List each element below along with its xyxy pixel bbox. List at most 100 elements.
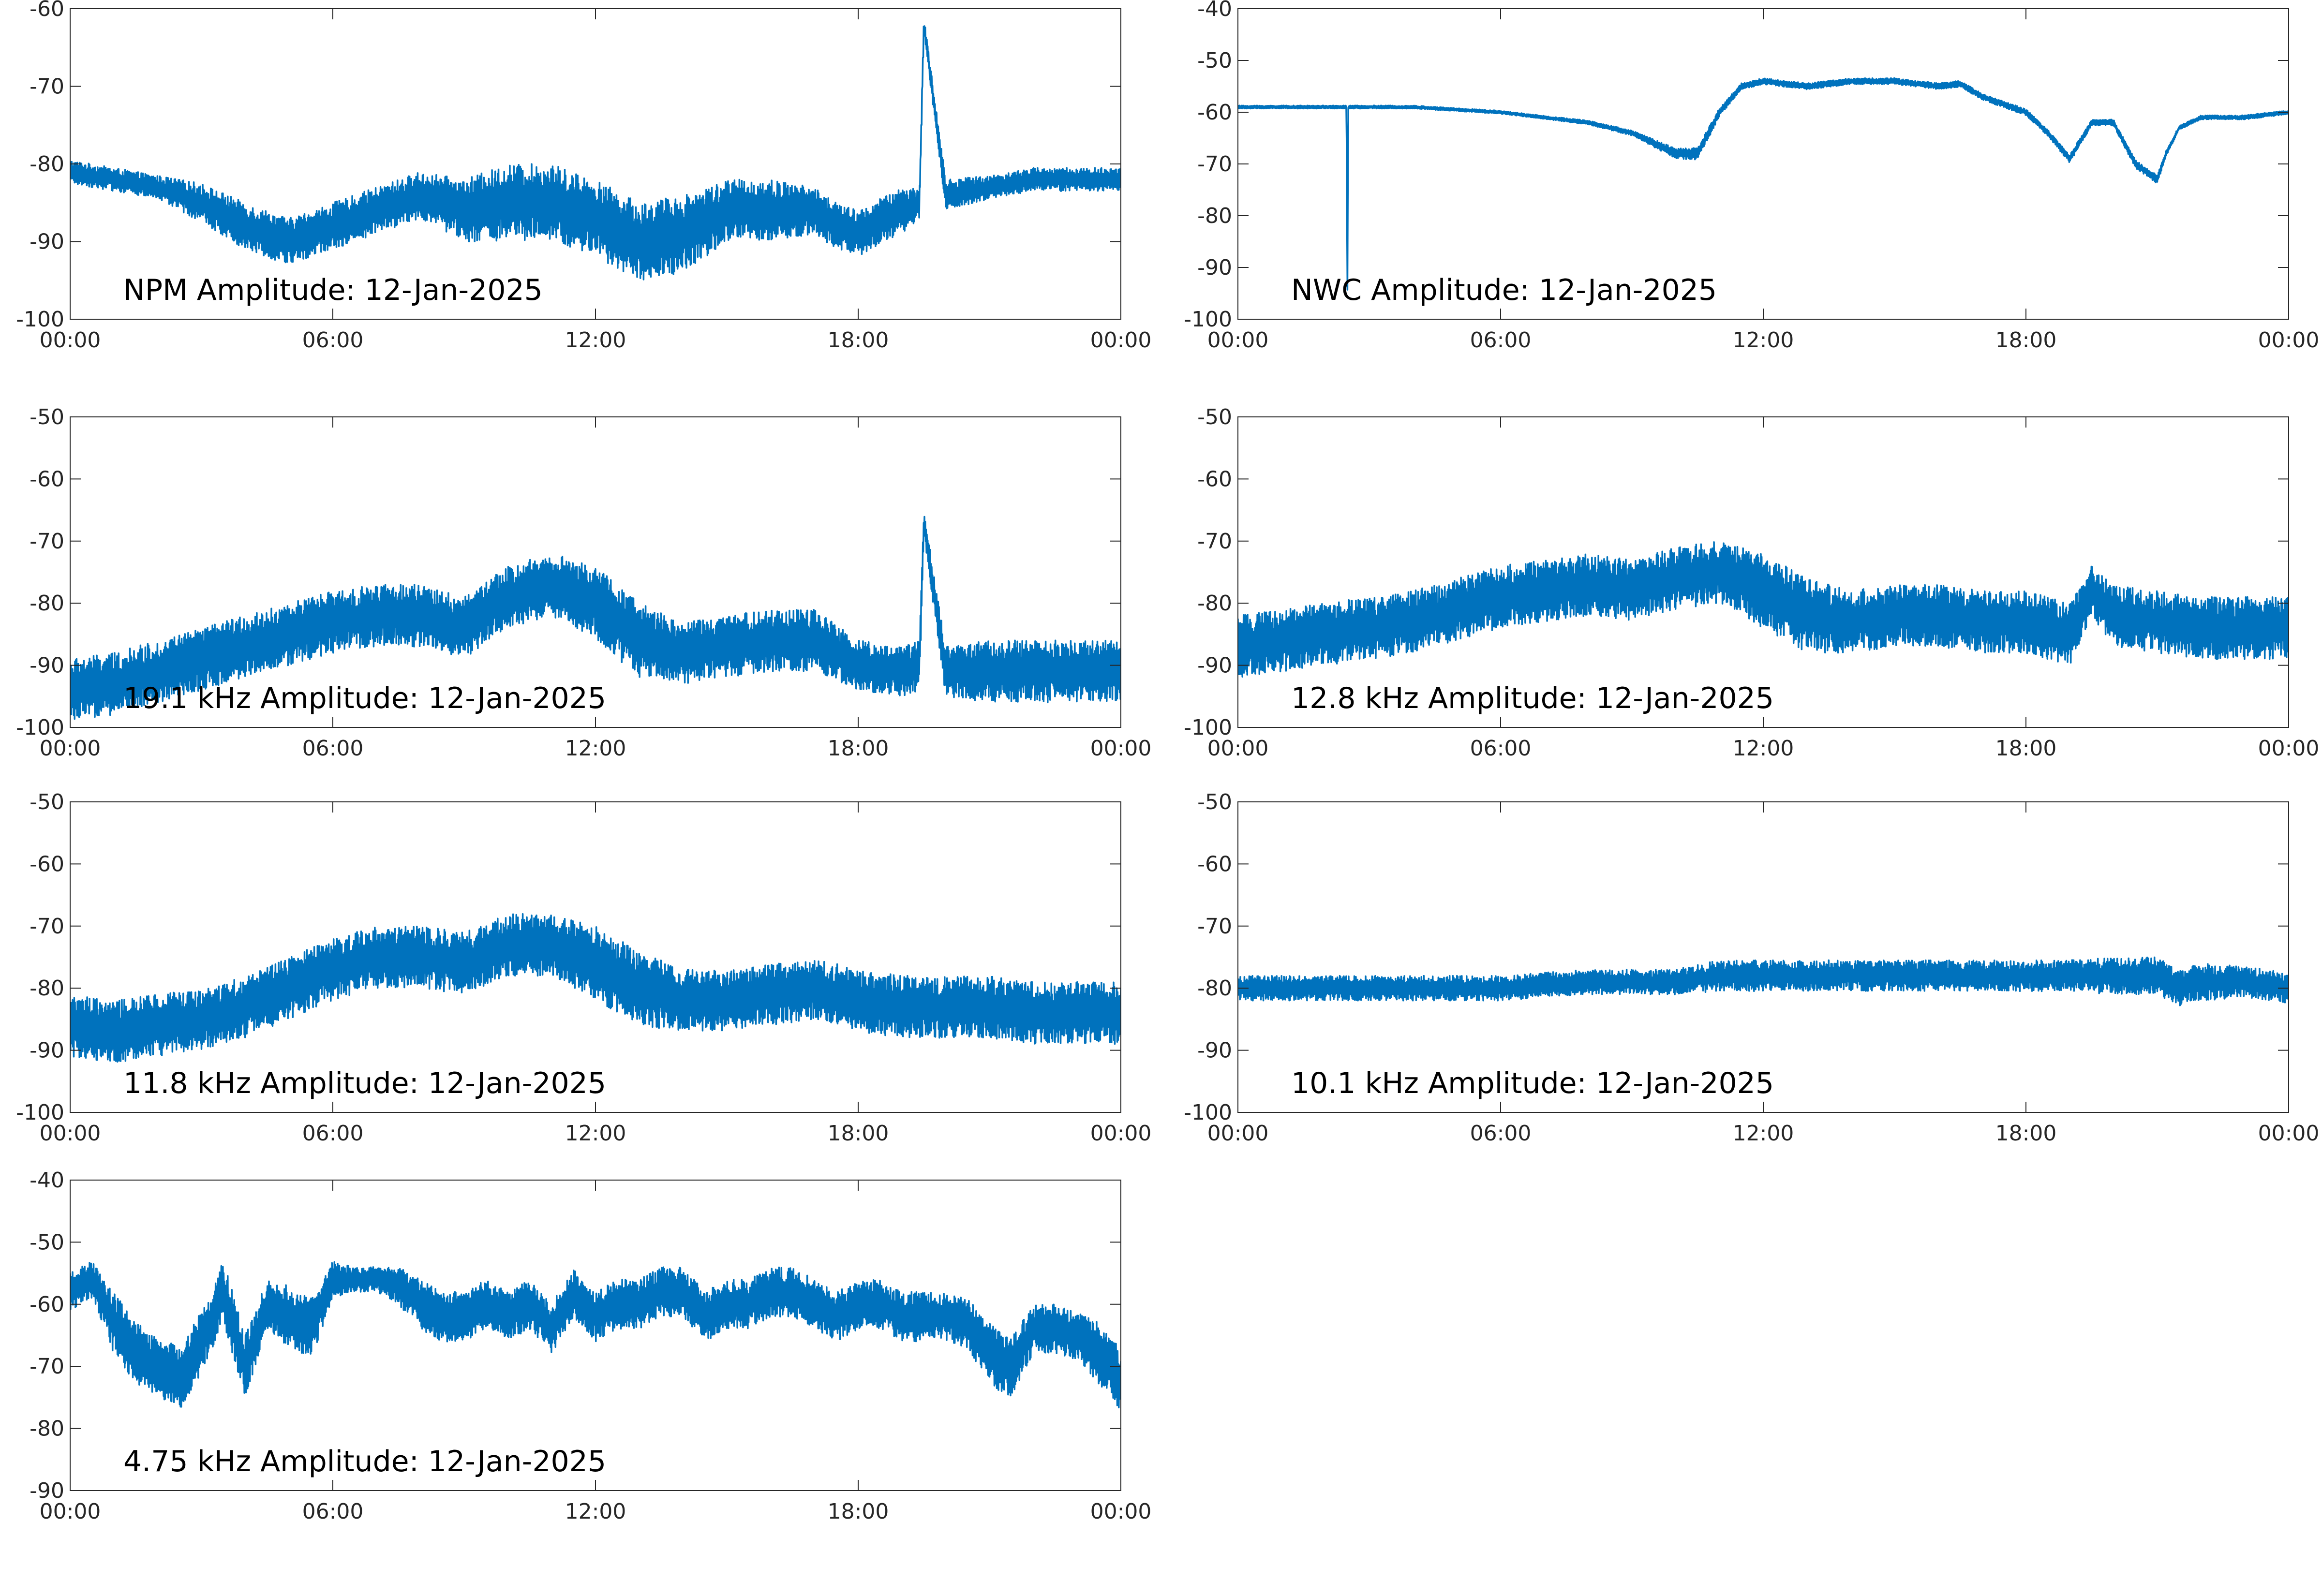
- y-tick-label: -70: [1197, 914, 1232, 939]
- x-tick-label: 12:00: [565, 736, 626, 761]
- x-tick-label: 00:00: [1207, 1121, 1269, 1146]
- y-tick-label: -50: [1197, 790, 1232, 814]
- y-tick-label: -70: [30, 1354, 64, 1379]
- y-tick-label: -50: [1197, 405, 1232, 429]
- x-tick-label: 00:00: [1090, 736, 1152, 761]
- chart-panel-3: -100 -90 -80 -70 -60 -50 00:00 06:00 12:00 18:00 0…: [16, 405, 1151, 761]
- y-tick-label: -60: [1197, 467, 1232, 491]
- y-tick-label: -100: [16, 1100, 64, 1125]
- x-tick-label: 00:00: [2258, 328, 2320, 353]
- chart-panel-2: -100 -90 -80 -70 -60 -50 -40 00:00 06:00 12:00 18:…: [1184, 0, 2319, 353]
- x-tick-label: 00:00: [40, 736, 101, 761]
- chart-title: 11.8 kHz Amplitude: 12-Jan-2025: [123, 1066, 606, 1100]
- chart-title: NPM Amplitude: 12-Jan-2025: [123, 273, 543, 307]
- y-tick-label: -90: [30, 1478, 64, 1503]
- x-tick-label: 00:00: [2258, 736, 2320, 761]
- x-tick-label: 06:00: [302, 736, 364, 761]
- x-tick-label: 18:00: [828, 1499, 889, 1524]
- series-line: [1238, 541, 2289, 678]
- y-tick-label: -90: [30, 230, 64, 254]
- axes-box: [70, 8, 1121, 320]
- y-tick-label: -80: [30, 591, 64, 616]
- y-tick-label: -60: [1197, 852, 1232, 876]
- x-tick-label: 00:00: [40, 1499, 101, 1524]
- y-tick-label: -50: [30, 1230, 64, 1255]
- y-tick-label: -80: [1197, 976, 1232, 1001]
- y-tick-label: -90: [30, 1038, 64, 1063]
- axes-box: [1237, 801, 2289, 1113]
- x-tick-label: 18:00: [828, 1121, 889, 1146]
- x-tick-label: 12:00: [565, 328, 626, 353]
- x-tick-label: 00:00: [1090, 1121, 1152, 1146]
- y-tick-label: -60: [1197, 100, 1232, 125]
- y-tick-label: -70: [30, 914, 64, 939]
- series-line: [1238, 956, 2289, 1006]
- chart-title: NWC Amplitude: 12-Jan-2025: [1291, 273, 1717, 307]
- series-line: [70, 1261, 1121, 1408]
- chart-panel-1: -100 -90 -80 -70 -60 00:00 06:00 12:00 18:00 00:0…: [16, 0, 1151, 353]
- y-tick-label: -100: [1184, 1100, 1232, 1125]
- y-tick-label: -50: [1197, 48, 1232, 73]
- x-tick-label: 12:00: [1733, 328, 1794, 353]
- y-tick-label: -80: [1197, 204, 1232, 228]
- x-tick-label: 12:00: [1733, 1121, 1794, 1146]
- x-tick-label: 06:00: [302, 328, 364, 353]
- y-tick-label: -90: [1197, 255, 1232, 280]
- chart-panel-5: -100 -90 -80 -70 -60 -50 00:00 06:00 12:00 18:00 0…: [16, 790, 1151, 1146]
- chart-panel-6: -100 -90 -80 -70 -60 -50 00:00 06:00 12:00 18:00 0…: [1184, 790, 2319, 1146]
- x-tick-label: 06:00: [1470, 328, 1532, 353]
- x-tick-label: 06:00: [302, 1499, 364, 1524]
- chart-panel-4: -100 -90 -80 -70 -60 -50 00:00 06:00 12:00 18:00 0…: [1184, 405, 2319, 761]
- x-tick-label: 06:00: [302, 1121, 364, 1146]
- x-tick-label: 00:00: [1207, 328, 1269, 353]
- axes-box: [1237, 8, 2289, 320]
- y-tick-label: -60: [30, 1292, 64, 1317]
- y-tick-label: -90: [30, 653, 64, 678]
- x-tick-label: 00:00: [1207, 736, 1269, 761]
- x-tick-label: 18:00: [1995, 1121, 2057, 1146]
- series-line: [70, 516, 1121, 720]
- y-tick-label: -50: [30, 790, 64, 814]
- y-tick-label: -40: [30, 1168, 64, 1193]
- x-tick-label: 18:00: [828, 328, 889, 353]
- y-tick-label: -90: [1197, 653, 1232, 678]
- chart-panel-7: -90 -80 -70 -60 -50 -40 00:00 06:00 12:00 18:00 00…: [30, 1168, 1151, 1524]
- y-tick-label: -70: [1197, 529, 1232, 554]
- chart-title: 4.75 kHz Amplitude: 12-Jan-2025: [123, 1445, 606, 1478]
- series-line: [70, 913, 1121, 1063]
- x-tick-label: 00:00: [40, 328, 101, 353]
- y-tick-label: -80: [30, 976, 64, 1001]
- x-tick-label: 00:00: [1090, 1499, 1152, 1524]
- y-tick-label: -100: [16, 715, 64, 740]
- chart-title: 19.1 kHz Amplitude: 12-Jan-2025: [123, 681, 606, 715]
- y-tick-label: -100: [1184, 307, 1232, 332]
- y-tick-label: -70: [30, 529, 64, 554]
- x-tick-label: 06:00: [1470, 1121, 1532, 1146]
- x-tick-label: 00:00: [1090, 328, 1152, 353]
- x-tick-label: 06:00: [1470, 736, 1532, 761]
- y-tick-label: -60: [30, 0, 64, 21]
- y-tick-label: -90: [1197, 1038, 1232, 1063]
- x-tick-label: 18:00: [1995, 328, 2057, 353]
- y-tick-label: -70: [30, 74, 64, 99]
- y-tick-label: -100: [1184, 715, 1232, 740]
- x-tick-label: 18:00: [828, 736, 889, 761]
- y-tick-label: -80: [30, 1417, 64, 1441]
- x-tick-label: 00:00: [2258, 1121, 2320, 1146]
- y-tick-label: -60: [30, 467, 64, 491]
- series-line: [1238, 77, 2289, 291]
- y-tick-label: -60: [30, 852, 64, 876]
- x-tick-label: 18:00: [1995, 736, 2057, 761]
- y-tick-label: -80: [1197, 591, 1232, 616]
- y-tick-label: -80: [30, 152, 64, 177]
- x-tick-label: 12:00: [565, 1499, 626, 1524]
- series-line: [70, 25, 1121, 281]
- x-tick-label: 12:00: [565, 1121, 626, 1146]
- y-tick-label: -70: [1197, 152, 1232, 177]
- y-tick-label: -50: [30, 405, 64, 429]
- chart-title: 10.1 kHz Amplitude: 12-Jan-2025: [1291, 1066, 1774, 1100]
- y-tick-label: -40: [1197, 0, 1232, 21]
- chart-title: 12.8 kHz Amplitude: 12-Jan-2025: [1291, 681, 1774, 715]
- x-tick-label: 00:00: [40, 1121, 101, 1146]
